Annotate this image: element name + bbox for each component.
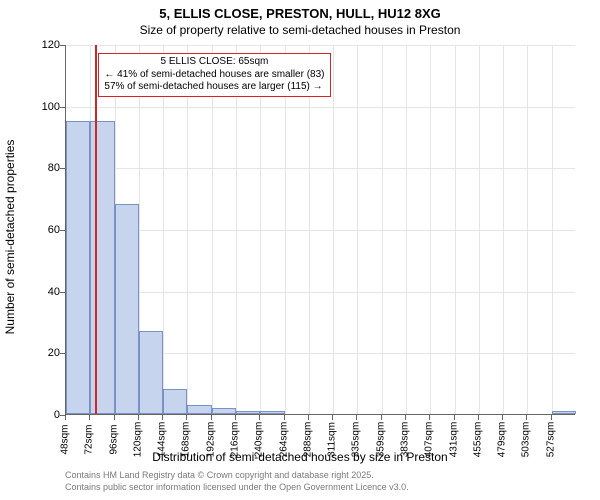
x-tick-mark — [356, 415, 357, 420]
x-tick-label: 72sqm — [84, 424, 95, 454]
gridline-vertical — [333, 45, 334, 414]
gridline-vertical — [357, 45, 358, 414]
gridline-vertical — [503, 45, 504, 414]
x-tick-label: 144sqm — [157, 422, 168, 458]
x-tick-label: 527sqm — [545, 422, 556, 458]
x-tick-label: 359sqm — [375, 422, 386, 458]
x-tick-mark — [502, 415, 503, 420]
x-tick-mark — [89, 415, 90, 420]
y-tick-label: 100 — [25, 101, 60, 113]
annotation-line: 57% of semi-detached houses are larger (… — [104, 81, 324, 94]
y-tick-mark — [60, 292, 65, 293]
x-tick-label: 335sqm — [351, 422, 362, 458]
y-tick-label: 0 — [25, 409, 60, 421]
y-tick-mark — [60, 168, 65, 169]
x-tick-mark — [114, 415, 115, 420]
histogram-bar — [66, 121, 90, 414]
gridline-vertical — [527, 45, 528, 414]
y-tick-mark — [60, 353, 65, 354]
y-tick-mark — [60, 230, 65, 231]
gridline-horizontal — [66, 168, 575, 169]
gridline-vertical — [479, 45, 480, 414]
gridline-vertical — [236, 45, 237, 414]
y-tick-label: 120 — [25, 39, 60, 51]
x-tick-mark — [162, 415, 163, 420]
gridline-vertical — [455, 45, 456, 414]
x-tick-label: 407sqm — [424, 422, 435, 458]
gridline-horizontal — [66, 45, 575, 46]
marker-line — [95, 45, 97, 414]
x-tick-mark — [235, 415, 236, 420]
plot-area — [65, 45, 575, 415]
x-tick-label: 96sqm — [108, 424, 119, 454]
x-tick-label: 455sqm — [472, 422, 483, 458]
y-tick-label: 80 — [25, 162, 60, 174]
footer-line-1: Contains HM Land Registry data © Crown c… — [65, 470, 374, 480]
x-tick-mark — [478, 415, 479, 420]
x-tick-label: 168sqm — [181, 422, 192, 458]
footer-line-2: Contains public sector information licen… — [65, 482, 409, 492]
y-tick-label: 20 — [25, 347, 60, 359]
x-tick-mark — [211, 415, 212, 420]
x-tick-mark — [454, 415, 455, 420]
chart-title-main: 5, ELLIS CLOSE, PRESTON, HULL, HU12 8XG — [0, 6, 600, 21]
histogram-bar — [139, 331, 163, 414]
x-tick-label: 48sqm — [60, 424, 71, 454]
histogram-bar — [163, 389, 187, 414]
chart-container: 5, ELLIS CLOSE, PRESTON, HULL, HU12 8XG … — [0, 0, 600, 500]
x-tick-mark — [138, 415, 139, 420]
x-tick-mark — [259, 415, 260, 420]
x-tick-mark — [332, 415, 333, 420]
x-tick-label: 120sqm — [132, 422, 143, 458]
y-tick-label: 40 — [25, 286, 60, 298]
x-tick-label: 240sqm — [254, 422, 265, 458]
histogram-bar — [187, 405, 211, 414]
x-tick-label: 288sqm — [302, 422, 313, 458]
x-tick-mark — [526, 415, 527, 420]
x-tick-label: 503sqm — [521, 422, 532, 458]
gridline-vertical — [285, 45, 286, 414]
x-tick-label: 311sqm — [327, 422, 338, 457]
x-tick-label: 479sqm — [497, 422, 508, 458]
gridline-horizontal — [66, 230, 575, 231]
x-tick-label: 264sqm — [278, 422, 289, 458]
x-tick-mark — [308, 415, 309, 420]
annotation-box: 5 ELLIS CLOSE: 65sqm← 41% of semi-detach… — [98, 53, 330, 97]
chart-title-sub: Size of property relative to semi-detach… — [0, 23, 600, 37]
y-tick-mark — [60, 45, 65, 46]
x-tick-mark — [284, 415, 285, 420]
x-tick-mark — [186, 415, 187, 420]
x-tick-label: 431sqm — [448, 422, 459, 458]
x-tick-label: 216sqm — [230, 422, 241, 458]
x-tick-mark — [381, 415, 382, 420]
x-tick-label: 192sqm — [205, 422, 216, 458]
gridline-vertical — [430, 45, 431, 414]
gridline-vertical — [309, 45, 310, 414]
gridline-vertical — [212, 45, 213, 414]
x-tick-mark — [551, 415, 552, 420]
y-tick-mark — [60, 107, 65, 108]
gridline-vertical — [552, 45, 553, 414]
histogram-bar — [260, 411, 284, 414]
histogram-bar — [552, 411, 576, 414]
histogram-bar — [212, 408, 236, 414]
gridline-vertical — [406, 45, 407, 414]
gridline-vertical — [163, 45, 164, 414]
gridline-vertical — [382, 45, 383, 414]
histogram-bar — [90, 121, 114, 414]
x-tick-mark — [405, 415, 406, 420]
x-tick-mark — [429, 415, 430, 420]
histogram-bar — [115, 204, 139, 414]
x-tick-mark — [65, 415, 66, 420]
y-tick-label: 60 — [25, 224, 60, 236]
gridline-vertical — [187, 45, 188, 414]
x-tick-label: 383sqm — [400, 422, 411, 458]
annotation-line: 5 ELLIS CLOSE: 65sqm — [104, 56, 324, 69]
annotation-line: ← 41% of semi-detached houses are smalle… — [104, 69, 324, 82]
histogram-bar — [236, 411, 260, 414]
gridline-horizontal — [66, 292, 575, 293]
y-axis-label: Number of semi-detached properties — [3, 140, 17, 335]
gridline-vertical — [260, 45, 261, 414]
gridline-horizontal — [66, 107, 575, 108]
